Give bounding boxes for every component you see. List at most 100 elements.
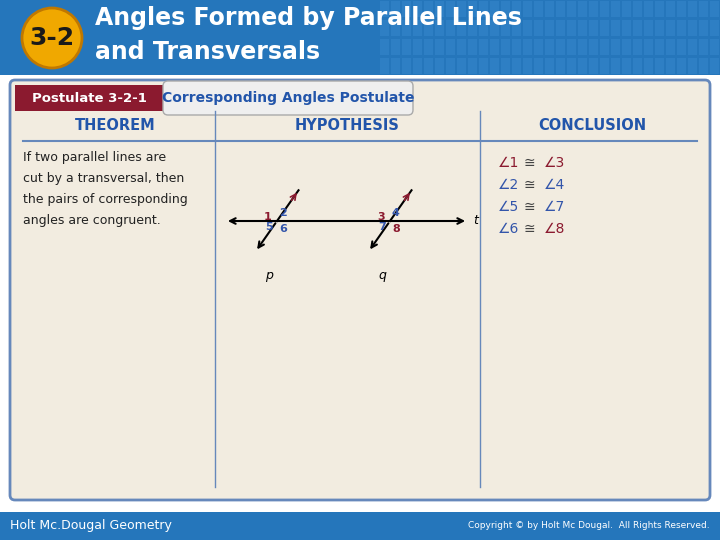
Bar <box>611 1 620 17</box>
Bar <box>677 39 686 55</box>
Bar <box>479 20 488 36</box>
Bar <box>391 58 400 74</box>
Text: p: p <box>265 268 273 281</box>
Text: 3-2: 3-2 <box>30 26 75 50</box>
Bar <box>633 58 642 74</box>
Bar <box>402 58 411 74</box>
Bar <box>556 20 565 36</box>
Text: 5: 5 <box>266 222 273 232</box>
Bar <box>402 39 411 55</box>
Bar <box>688 20 697 36</box>
Bar <box>611 58 620 74</box>
Bar <box>534 58 543 74</box>
Bar <box>655 58 664 74</box>
Bar <box>600 20 609 36</box>
Text: 3: 3 <box>377 212 384 222</box>
Bar <box>523 39 532 55</box>
Bar <box>633 39 642 55</box>
Bar <box>622 58 631 74</box>
Bar <box>501 39 510 55</box>
Bar <box>699 1 708 17</box>
Bar <box>479 58 488 74</box>
Bar <box>457 20 466 36</box>
Bar <box>501 20 510 36</box>
Text: ∠6: ∠6 <box>498 222 519 236</box>
Bar <box>545 39 554 55</box>
Bar <box>479 39 488 55</box>
Bar <box>644 20 653 36</box>
Bar <box>435 1 444 17</box>
Bar <box>666 58 675 74</box>
Bar <box>490 20 499 36</box>
Bar <box>578 1 587 17</box>
Bar <box>567 58 576 74</box>
Bar <box>710 39 719 55</box>
Bar <box>545 1 554 17</box>
Text: ≅: ≅ <box>524 156 536 170</box>
Text: 4: 4 <box>392 208 400 218</box>
Bar <box>677 20 686 36</box>
Bar <box>380 39 389 55</box>
Bar <box>589 39 598 55</box>
Bar <box>490 1 499 17</box>
Text: ≅: ≅ <box>524 222 536 236</box>
Text: t: t <box>473 214 478 227</box>
Text: HYPOTHESIS: HYPOTHESIS <box>295 118 400 133</box>
Bar <box>457 1 466 17</box>
Bar <box>611 39 620 55</box>
Text: ∠3: ∠3 <box>544 156 565 170</box>
Text: and Transversals: and Transversals <box>95 40 320 64</box>
Bar <box>644 58 653 74</box>
Text: Copyright © by Holt Mc Dougal.  All Rights Reserved.: Copyright © by Holt Mc Dougal. All Right… <box>469 522 710 530</box>
Bar <box>534 20 543 36</box>
Bar <box>589 1 598 17</box>
Bar <box>512 58 521 74</box>
Bar <box>380 58 389 74</box>
Text: Holt Mc.Dougal Geometry: Holt Mc.Dougal Geometry <box>10 519 172 532</box>
Bar <box>556 58 565 74</box>
Bar <box>391 20 400 36</box>
Text: ∠2: ∠2 <box>498 178 519 192</box>
Text: ∠7: ∠7 <box>544 200 565 214</box>
Bar <box>589 58 598 74</box>
Bar <box>468 1 477 17</box>
Bar <box>622 1 631 17</box>
Bar <box>710 20 719 36</box>
Bar <box>468 39 477 55</box>
Bar <box>501 1 510 17</box>
Bar <box>512 39 521 55</box>
Bar <box>380 1 389 17</box>
Text: THEOREM: THEOREM <box>75 118 156 133</box>
Bar <box>677 1 686 17</box>
Bar <box>424 20 433 36</box>
Bar <box>578 39 587 55</box>
Bar <box>578 58 587 74</box>
Bar <box>655 1 664 17</box>
Bar <box>424 1 433 17</box>
Bar <box>457 58 466 74</box>
Bar <box>0 0 720 75</box>
Bar <box>545 58 554 74</box>
Text: If two parallel lines are
cut by a transversal, then
the pairs of corresponding
: If two parallel lines are cut by a trans… <box>23 151 188 227</box>
Bar <box>655 39 664 55</box>
Bar <box>435 58 444 74</box>
Bar <box>523 1 532 17</box>
Text: Angles Formed by Parallel Lines: Angles Formed by Parallel Lines <box>95 6 522 30</box>
Bar <box>413 58 422 74</box>
Bar <box>600 39 609 55</box>
Bar <box>699 20 708 36</box>
Text: 7: 7 <box>379 222 386 232</box>
Bar <box>0 512 720 540</box>
Bar <box>578 20 587 36</box>
Bar <box>567 1 576 17</box>
Bar <box>688 1 697 17</box>
Bar <box>380 20 389 36</box>
Bar <box>468 20 477 36</box>
Bar <box>611 20 620 36</box>
Bar <box>710 1 719 17</box>
Bar <box>468 58 477 74</box>
Bar <box>501 58 510 74</box>
Bar <box>677 58 686 74</box>
Bar <box>479 1 488 17</box>
Bar <box>556 1 565 17</box>
